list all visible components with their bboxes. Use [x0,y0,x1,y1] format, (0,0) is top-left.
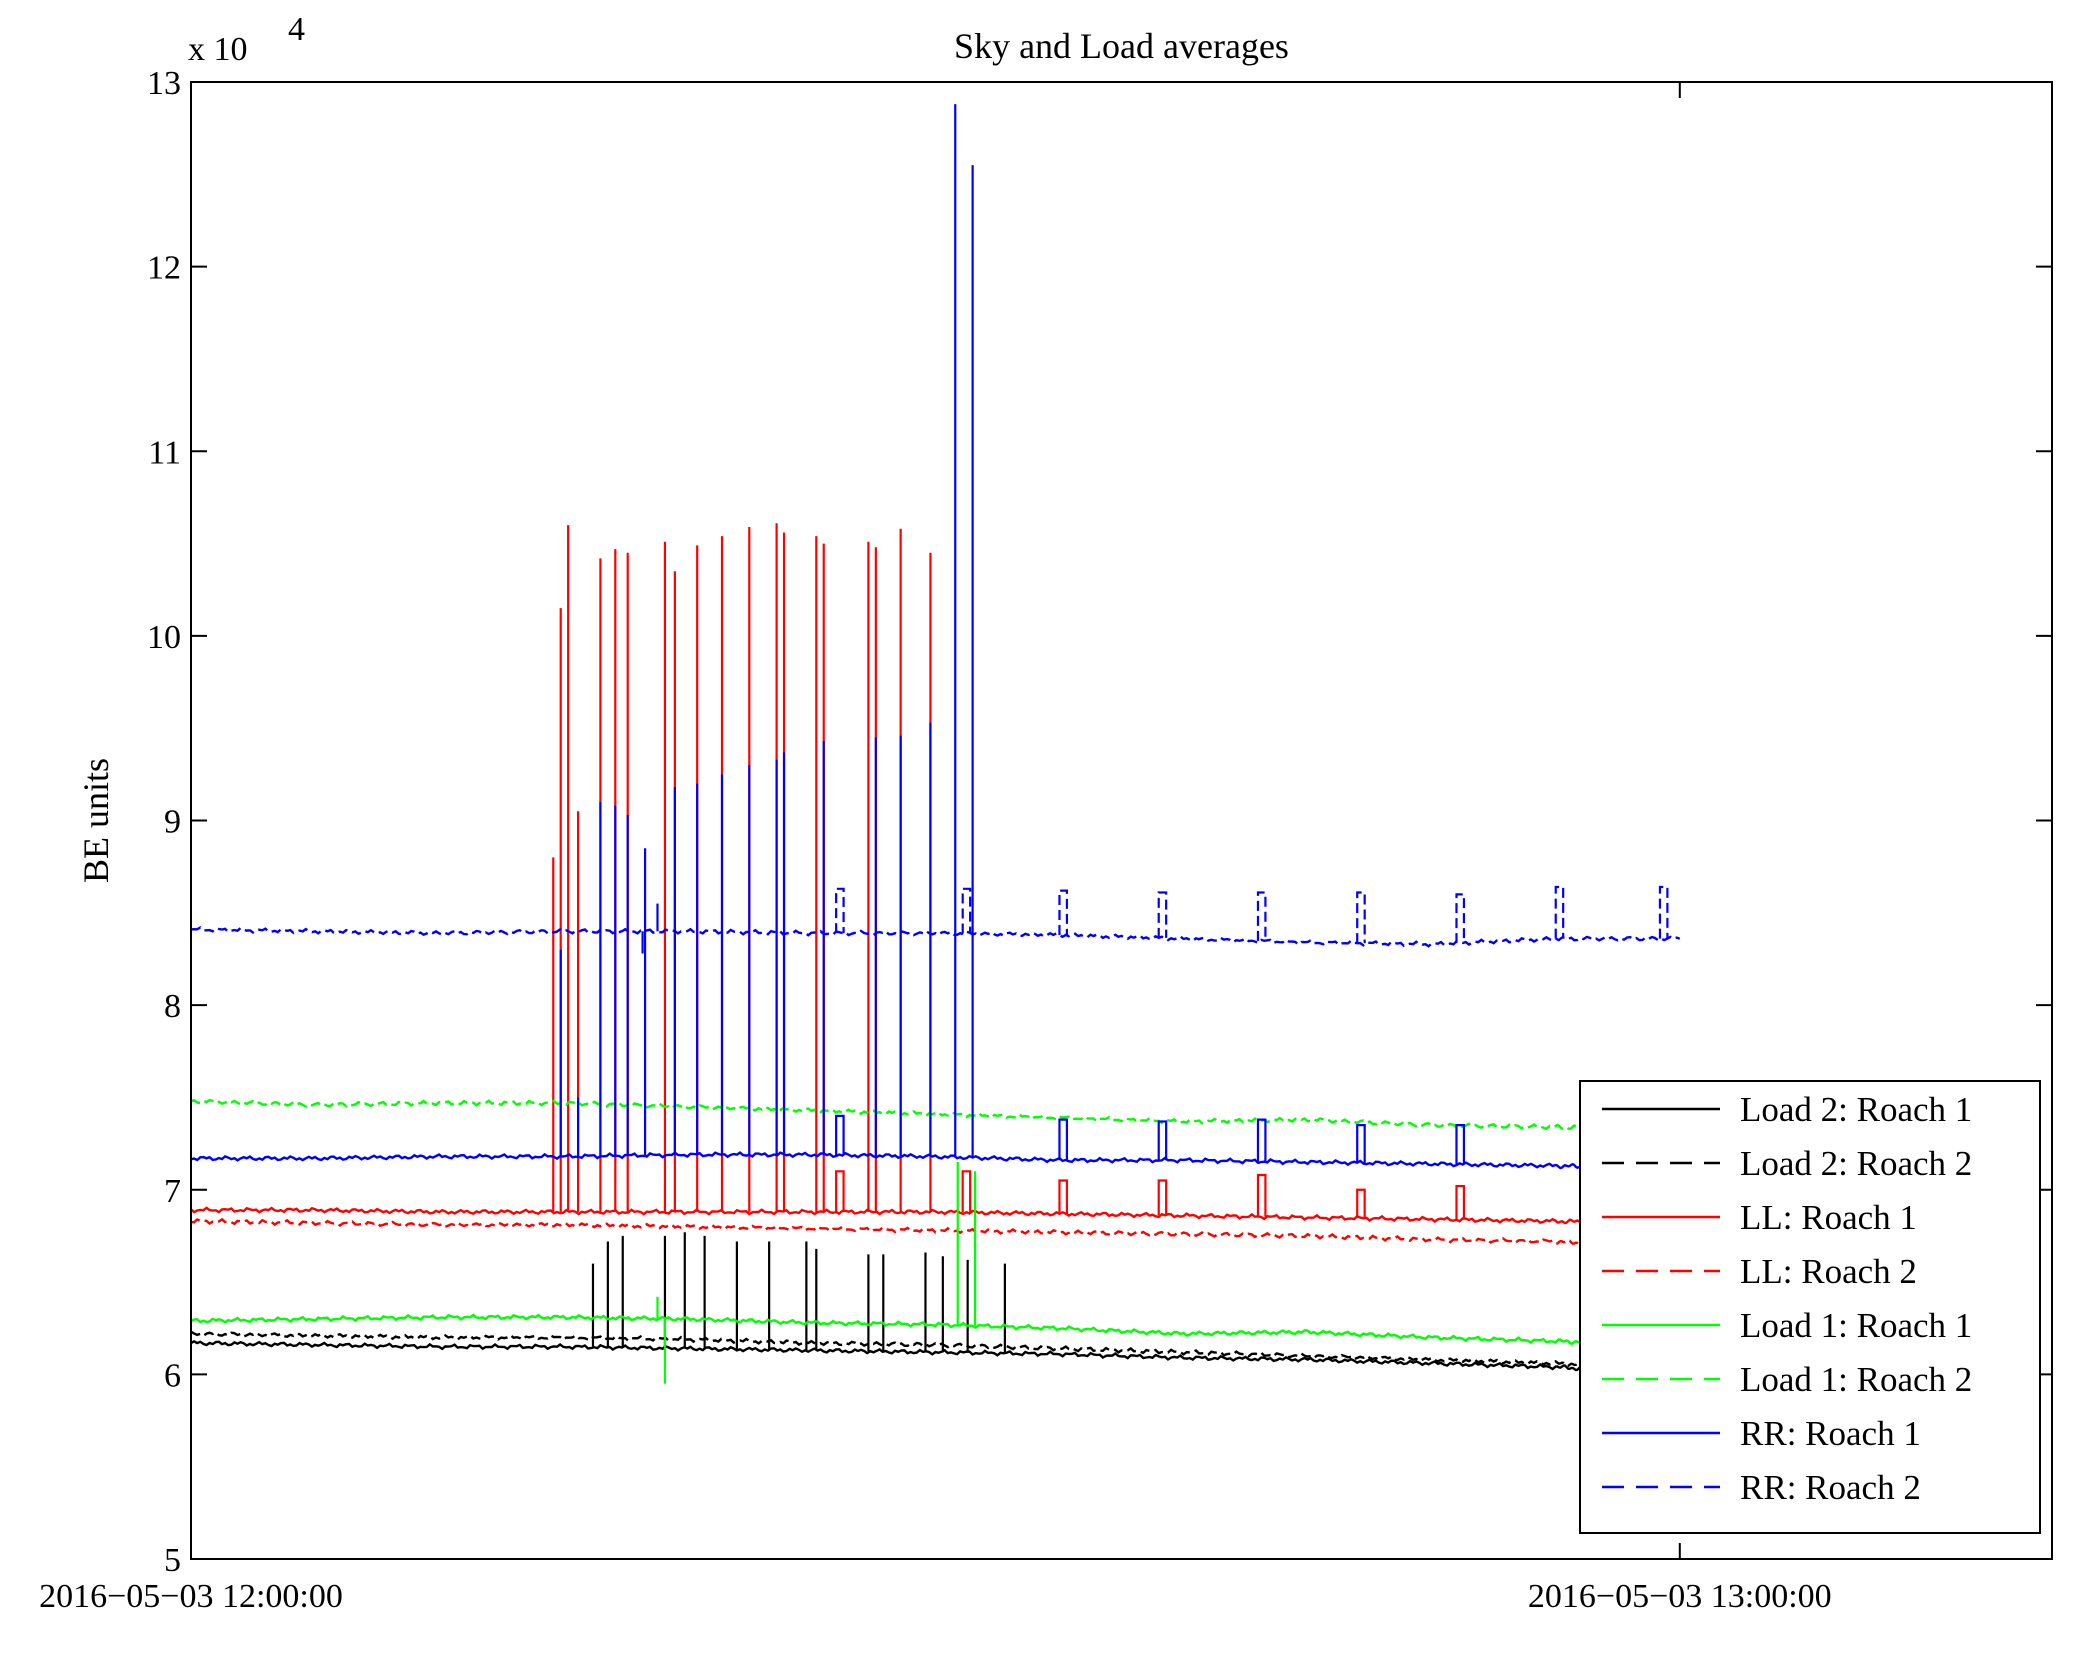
step-mark [835,1114,845,1156]
series-line [190,1313,1618,1346]
step-mark [1058,889,1069,935]
series-rr-roach-1 [190,104,1619,1171]
chart-marks [190,104,1681,1384]
step-mark [1157,891,1168,938]
x-tick-label: 2016−05−03 12:00:00 [39,1578,343,1615]
legend-label: LL: Roach 1 [1740,1198,1917,1237]
series-line [190,926,1681,948]
series-line [190,1340,1619,1375]
y-axis-label: BE units [76,758,116,883]
step-mark [1356,1188,1366,1219]
y-tick-label: 8 [164,988,181,1025]
legend-label: RR: Roach 2 [1740,1468,1921,1507]
y-exponent-power: 4 [288,11,305,48]
legend: Load 2: Roach 1 Load 2: Roach 2 LL: Roach … [1579,1080,2041,1534]
legend-label: Load 2: Roach 2 [1740,1144,1972,1183]
step-mark [1157,1179,1168,1216]
step-mark [1455,1124,1466,1165]
step-mark [1455,1184,1466,1220]
series-ll-roach-2 [190,1217,1619,1248]
step-mark [1455,893,1466,944]
y-tick-label: 11 [148,434,181,471]
step-mark [961,887,972,934]
step-mark [1256,891,1267,941]
step-mark [835,887,845,934]
chart-title: Sky and Load averages [954,26,1289,66]
series-rr-roach-2 [190,885,1681,954]
step-mark [1658,885,1669,939]
y-tick-label: 6 [164,1357,181,1394]
y-exponent-label: x 10 [188,31,248,68]
step-mark [1356,891,1366,944]
step-mark [961,1170,972,1213]
legend-label: RR: Roach 1 [1740,1414,1921,1453]
step-mark [1058,1179,1069,1214]
step-mark [1554,885,1565,939]
series-load-1-roach-2 [190,1098,1619,1132]
step-mark [1256,1173,1267,1217]
y-tick-label: 9 [164,804,181,841]
legend-label: Load 1: Roach 1 [1740,1306,1972,1345]
legend-label: Load 1: Roach 2 [1740,1360,1972,1399]
step-mark [1157,1120,1168,1161]
series-load-1-roach-1 [190,1162,1618,1384]
series-line [190,1206,1619,1227]
series-line [190,1330,1619,1370]
step-mark [1058,1118,1069,1161]
y-tick-label: 12 [147,250,181,287]
y-tick-label: 10 [147,619,181,656]
series-line [190,1217,1619,1248]
legend-label: Load 2: Roach 1 [1740,1090,1972,1129]
legend-label: LL: Roach 2 [1740,1252,1917,1291]
series-load-2-roach-1 [190,1232,1619,1375]
x-tick-label: 2016−05−03 13:00:00 [1528,1578,1832,1615]
y-tick-label: 5 [164,1542,181,1579]
series-ll-roach-1 [190,523,1619,1227]
step-mark [1356,1124,1366,1163]
y-tick-label: 7 [164,1173,181,1210]
axis-ticks: 5 6 7 8 9 10 11 12 13 2016−05−03 12:00:00 2016−05−… [39,65,2052,1615]
series-load-2-roach-2 [190,1330,1619,1370]
step-mark [1256,1118,1267,1162]
series-line [190,1151,1619,1171]
y-tick-label: 13 [147,65,181,102]
legend-box [1579,1080,2041,1534]
series-line [190,1098,1619,1132]
step-mark [835,1170,845,1212]
